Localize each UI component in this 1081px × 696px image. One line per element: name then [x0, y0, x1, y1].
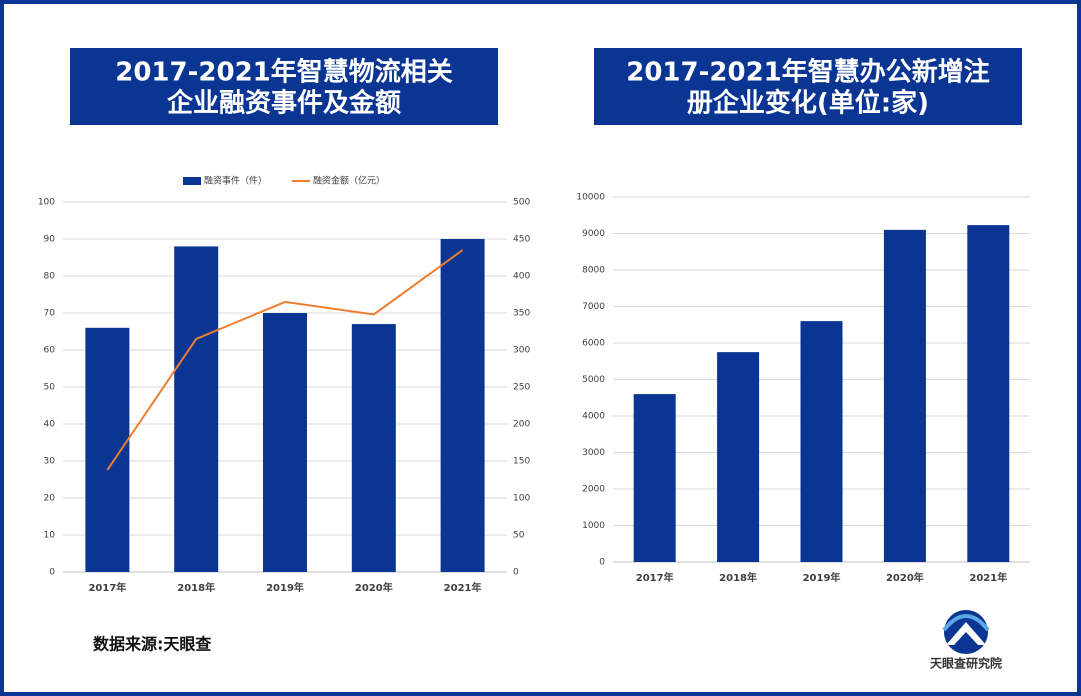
y-tick-label: 0: [599, 558, 605, 568]
y2-tick-label: 350: [513, 309, 530, 319]
y2-tick-label: 150: [513, 457, 530, 467]
y2-tick-label: 400: [513, 272, 530, 282]
bar: [717, 352, 760, 562]
x-tick-label: 2021年: [969, 571, 1007, 584]
logo-mark: [946, 622, 986, 645]
y-tick-label: 70: [44, 309, 56, 319]
y-tick-label: 30: [44, 457, 56, 467]
bar: [351, 324, 396, 572]
y-tick-label: 20: [44, 494, 56, 504]
x-tick-label: 2018年: [177, 581, 215, 594]
chart-title: 2017-2021年智慧物流相关: [115, 57, 453, 88]
bar: [967, 225, 1010, 563]
bar: [85, 327, 130, 572]
legend-label: 融资金额（亿元）: [313, 175, 385, 187]
y-tick-label: 7000: [582, 302, 605, 312]
title-box: [70, 48, 498, 125]
y-tick-label: 4000: [582, 412, 605, 422]
y-tick-label: 2000: [582, 485, 605, 495]
y2-tick-label: 100: [513, 494, 530, 504]
x-tick-label: 2017年: [636, 571, 674, 584]
x-tick-label: 2020年: [355, 581, 393, 594]
y-tick-label: 1000: [582, 521, 605, 531]
y2-tick-label: 0: [513, 568, 519, 578]
source-note: 数据来源:天眼查: [93, 635, 211, 654]
bar: [800, 321, 843, 562]
y-tick-label: 3000: [582, 448, 605, 458]
bar: [263, 313, 307, 572]
bar: [440, 239, 485, 572]
bar: [174, 246, 219, 572]
x-tick-label: 2019年: [266, 581, 304, 594]
y-tick-label: 100: [38, 198, 55, 208]
chart-title: 2017-2021年智慧办公新增注: [626, 57, 990, 88]
y-tick-label: 9000: [582, 229, 605, 239]
y2-tick-label: 200: [513, 420, 530, 430]
y-tick-label: 0: [49, 568, 55, 578]
y-tick-label: 6000: [582, 339, 605, 349]
y2-tick-label: 300: [513, 346, 530, 356]
brand-name: 天眼查研究院: [930, 656, 1002, 671]
y-tick-label: 5000: [582, 375, 605, 385]
y-tick-label: 60: [44, 346, 56, 356]
chart-title: 企业融资事件及金额: [167, 88, 401, 119]
legend-swatch: [183, 177, 201, 185]
logo: [942, 610, 990, 654]
title-box: [594, 48, 1022, 125]
x-tick-label: 2021年: [444, 581, 482, 594]
bar: [883, 229, 926, 562]
x-tick-label: 2017年: [88, 581, 126, 594]
y-tick-label: 10: [44, 531, 56, 541]
y-tick-label: 8000: [582, 266, 605, 276]
logo-arc: [942, 614, 990, 632]
chart-title: 册企业变化(单位:家): [687, 88, 929, 119]
y2-tick-label: 50: [513, 531, 525, 541]
bar: [633, 394, 676, 562]
x-tick-label: 2019年: [803, 571, 841, 584]
y-tick-label: 40: [44, 420, 56, 430]
y-tick-label: 50: [44, 383, 56, 393]
y2-tick-label: 450: [513, 235, 530, 245]
y-tick-label: 90: [44, 235, 56, 245]
y2-tick-label: 500: [513, 198, 530, 208]
x-tick-label: 2020年: [886, 571, 924, 584]
legend-label: 融资事件（件）: [204, 175, 267, 187]
y-tick-label: 10000: [576, 193, 605, 203]
y2-tick-label: 250: [513, 383, 530, 393]
x-tick-label: 2018年: [719, 571, 757, 584]
line: [106, 249, 464, 471]
y-tick-label: 80: [44, 272, 56, 282]
